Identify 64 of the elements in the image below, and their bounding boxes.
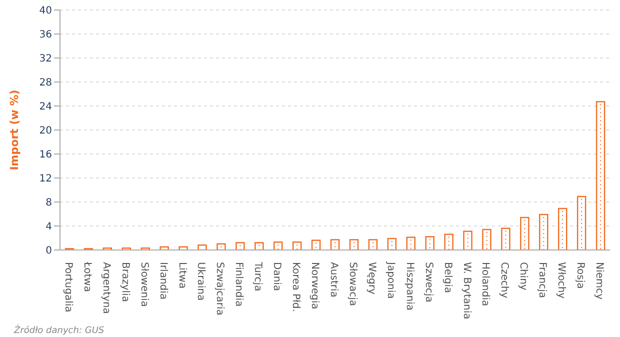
x-tick-label: Korea Płd. bbox=[290, 262, 302, 312]
x-tick-label: Chiny bbox=[518, 262, 529, 290]
text: Źródło danych: GUS bbox=[14, 326, 104, 336]
bar bbox=[463, 230, 472, 250]
y-tick-label: 4 bbox=[46, 222, 52, 233]
bar bbox=[216, 243, 226, 250]
bar bbox=[236, 242, 245, 250]
x-tick-label: Litwa bbox=[176, 262, 188, 289]
x-tick-label: Turcja bbox=[252, 261, 264, 292]
x-tick-label: Finlandia bbox=[233, 262, 244, 307]
bar bbox=[596, 101, 606, 250]
y-axis-title: Import (w %) bbox=[8, 90, 21, 170]
y-tick-label: 8 bbox=[46, 198, 52, 209]
y-tick-label: 20 bbox=[39, 126, 52, 137]
bar bbox=[198, 244, 207, 250]
y-tick-label: 32 bbox=[39, 54, 52, 65]
x-tick-label: Słowenia bbox=[138, 262, 150, 307]
bar bbox=[292, 242, 302, 250]
x-tick-label: Szwajcaria bbox=[214, 262, 226, 316]
bar bbox=[558, 208, 568, 250]
x-tick-label: Niemcy bbox=[594, 262, 605, 300]
x-tick-label: Hiszpania bbox=[404, 262, 415, 310]
x-tick-label: Brazylia bbox=[119, 262, 130, 302]
y-tick-label: 16 bbox=[39, 150, 52, 161]
bar bbox=[425, 236, 434, 250]
y-tick-label: 12 bbox=[39, 174, 52, 185]
x-tick-label: Belgia bbox=[442, 262, 453, 294]
x-tick-label: Norwegia bbox=[309, 262, 320, 310]
bar bbox=[482, 228, 492, 250]
bar bbox=[444, 234, 454, 250]
y-tick-label: 24 bbox=[39, 102, 52, 113]
bar bbox=[311, 240, 321, 250]
bar bbox=[539, 214, 548, 250]
y-tick-label: 28 bbox=[39, 78, 52, 89]
bar bbox=[501, 228, 510, 250]
x-tick-label: Włochy bbox=[556, 262, 567, 299]
x-tick-label: Portugalia bbox=[62, 262, 74, 312]
x-tick-label: Japonia bbox=[384, 261, 396, 299]
bar bbox=[406, 236, 416, 250]
bar bbox=[368, 239, 378, 250]
bar bbox=[520, 216, 530, 250]
bar bbox=[274, 242, 283, 250]
x-tick-label: Holandia bbox=[480, 262, 491, 306]
x-tick-label: Dania bbox=[271, 262, 282, 292]
x-tick-label: W. Brytania bbox=[460, 262, 472, 320]
y-tick-label: 36 bbox=[39, 30, 52, 41]
bar bbox=[330, 239, 340, 250]
x-tick-label: Węgry bbox=[366, 262, 377, 294]
x-tick-label: Austria bbox=[328, 262, 339, 298]
x-tick-label: Francja bbox=[536, 262, 548, 298]
bar bbox=[254, 242, 264, 250]
y-tick-label: 0 bbox=[46, 246, 52, 257]
x-tick-label: Szwecja bbox=[422, 262, 434, 302]
x-tick-label: Argentyna bbox=[100, 262, 112, 314]
x-tick-label: Czechy bbox=[498, 262, 510, 298]
x-tick-label: Ukraina bbox=[195, 262, 206, 301]
x-tick-label: Irlandia bbox=[157, 262, 168, 300]
x-tick-label: Łotwa bbox=[81, 261, 92, 292]
x-tick-label: Słowacja bbox=[346, 262, 358, 306]
bar bbox=[576, 196, 586, 250]
bar bbox=[349, 239, 359, 250]
y-tick-label: 40 bbox=[39, 6, 52, 17]
bar bbox=[387, 238, 397, 250]
x-tick-label: Rosja bbox=[574, 262, 586, 289]
